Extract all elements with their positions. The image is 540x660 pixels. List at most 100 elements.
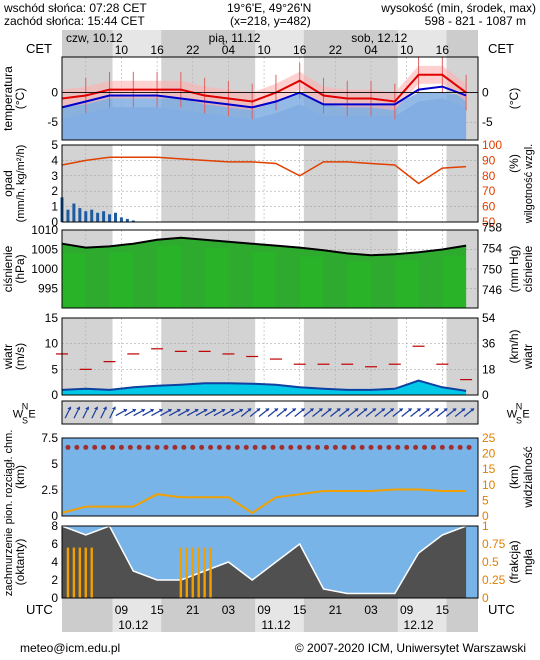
wind-arrow-icon: [142, 408, 155, 417]
wind-arrow-head: [132, 408, 136, 413]
wind-arrow-icon: [186, 408, 199, 417]
cloud-top-dot: [457, 444, 463, 450]
pressure-spread: [62, 253, 86, 308]
precip-tick-left: 0: [51, 215, 58, 229]
humidity-tick-right: 100: [482, 138, 502, 152]
precip-bar: [108, 214, 112, 222]
humidity-tick-right: 70: [482, 184, 496, 198]
fog-ylabel-right: mgła: [521, 549, 535, 575]
cloud-top-dot: [359, 444, 365, 450]
pressure-spread: [109, 252, 134, 308]
tz-left-top: CET: [26, 41, 52, 56]
wind-arrow-head: [416, 408, 421, 412]
wind-arrow-head: [470, 408, 475, 412]
cet-tick-label: 04: [222, 43, 236, 57]
wind-arrow-icon: [267, 408, 279, 417]
vis-tick-right: 20: [482, 447, 496, 461]
wind-arrow-head: [265, 408, 270, 412]
wind-arrow-head: [380, 408, 385, 412]
wind-arrow-head: [158, 408, 163, 413]
utc-tick-label: 21: [186, 603, 200, 617]
wind-arrow-head: [407, 408, 412, 412]
cloud-top-dot: [163, 444, 169, 450]
coords-text: 19°6'E, 49°26'N: [227, 1, 311, 15]
cloud-top-dot: [430, 444, 436, 450]
wind-arrow-head: [434, 408, 439, 412]
cloud-top-dot: [83, 444, 89, 450]
date-band: [62, 598, 478, 632]
cloud-top-dot: [448, 444, 454, 450]
precip-bar: [84, 211, 88, 222]
wind-arrow-icon: [436, 408, 448, 417]
fog-tick-right: 0.25: [482, 573, 506, 587]
cloud-ylabel-left-unit: (km): [13, 465, 27, 489]
pressure-spread: [394, 260, 419, 308]
precip-bar: [102, 211, 106, 222]
wind-arrow-head: [336, 408, 341, 412]
wind-arrow-icon: [401, 408, 413, 417]
dewpoint-line: [61, 85, 467, 109]
cloud-top-dot: [74, 444, 80, 450]
temp-tick-right: -5: [482, 115, 493, 129]
cloud-top-dot: [395, 444, 401, 450]
wind-arrow-icon: [303, 408, 315, 417]
elevation-label: wysokość (min, środek, max): [380, 1, 536, 15]
precip-bar: [131, 220, 135, 222]
pressure-spread: [252, 251, 276, 308]
night-band-bottom: [303, 598, 398, 632]
cet-tick-label: 22: [329, 43, 343, 57]
cloud-top-dot: [279, 444, 285, 450]
humidity-ylabel-right: wilgotność wzgl.: [523, 144, 535, 224]
fog-bar: [197, 547, 200, 598]
pressure-ylabel-right: ciśnienie: [521, 245, 535, 292]
cloud-top-dot: [439, 444, 445, 450]
wind-arrow-icon: [294, 408, 306, 417]
wind-arrow-head: [238, 408, 243, 413]
precip-bar: [72, 203, 76, 222]
cloud-top-dot: [341, 444, 347, 450]
night-shade: [161, 145, 256, 222]
panel-bg: [62, 318, 478, 395]
wind-arrow-head: [67, 406, 72, 410]
wind-arrow-head: [327, 408, 332, 412]
cloud-tick-left: 2.5: [41, 483, 58, 497]
cloud-tick-left: 7.5: [41, 431, 58, 445]
utc-tick-label: 15: [293, 603, 307, 617]
night-shade: [303, 318, 398, 395]
wind-arrow-icon: [109, 406, 116, 419]
cloud-top-dot: [350, 444, 356, 450]
cloud-top-dot: [306, 444, 312, 450]
wind-arrow-icon: [347, 408, 359, 417]
fog-bar: [185, 547, 188, 598]
footer-email[interactable]: meteo@icm.edu.pl: [20, 641, 120, 655]
tz-right-top: CET: [488, 41, 514, 56]
cloud-line: [61, 525, 467, 595]
pressure-tick-left: 1005: [31, 243, 58, 257]
night-shade: [303, 401, 398, 424]
humidity-tick-right: 50: [482, 215, 496, 229]
compass-letter: W: [13, 409, 24, 421]
pressure-ylabel-left: ciśnienie: [1, 245, 15, 292]
wind-arrow-icon: [151, 408, 163, 417]
precip-panel-frame: [61, 144, 479, 223]
wind-arrow-head: [76, 406, 81, 410]
wind-arrow-head: [372, 408, 377, 412]
wind-arrow-icon: [365, 408, 377, 417]
cloud-top-dot: [118, 444, 124, 450]
night-band-bottom: [62, 598, 113, 632]
wind-arrow-icon: [64, 406, 72, 419]
pressure-spread: [157, 245, 181, 308]
wind-tick-right: 54: [482, 311, 496, 325]
wind-arrow-head: [273, 408, 278, 412]
fog-bar: [66, 547, 70, 598]
night-band-bottom: [161, 598, 256, 632]
precip-ylabel-left: opad: [1, 170, 15, 197]
wind-arrow-head: [123, 408, 128, 413]
cloud-cover-tick-left: 2: [51, 573, 58, 587]
wind-arrow-icon: [73, 406, 81, 419]
wind-arrow-head: [221, 408, 226, 413]
sunset-text: zachód słońca: 15:44 CET: [4, 14, 145, 28]
precip-bar: [125, 218, 129, 222]
temperature-panel-frame: [61, 56, 479, 141]
